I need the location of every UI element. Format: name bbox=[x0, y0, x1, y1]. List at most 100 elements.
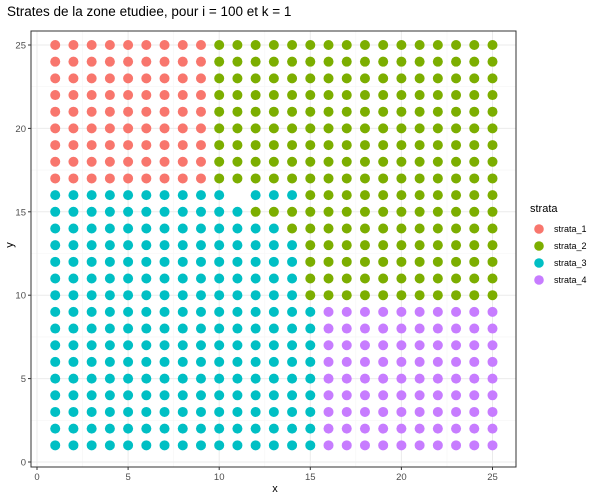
data-point bbox=[268, 423, 279, 434]
data-point bbox=[86, 73, 97, 84]
data-point bbox=[250, 206, 261, 217]
data-point bbox=[359, 73, 370, 84]
data-point bbox=[50, 40, 61, 50]
data-point bbox=[487, 223, 498, 234]
data-point bbox=[341, 290, 352, 301]
data-point bbox=[86, 423, 97, 434]
data-point bbox=[396, 306, 407, 317]
data-point bbox=[432, 356, 443, 367]
data-point bbox=[432, 273, 443, 284]
data-point bbox=[287, 390, 298, 401]
data-point bbox=[359, 306, 370, 317]
data-point bbox=[469, 340, 480, 351]
data-point bbox=[104, 406, 115, 417]
data-point bbox=[214, 156, 225, 167]
data-point bbox=[86, 273, 97, 284]
data-point bbox=[159, 223, 170, 234]
data-point bbox=[195, 106, 206, 117]
data-point bbox=[159, 90, 170, 101]
data-point bbox=[141, 406, 152, 417]
data-point bbox=[432, 390, 443, 401]
data-point bbox=[50, 340, 61, 351]
data-point bbox=[232, 290, 243, 301]
data-point bbox=[214, 140, 225, 151]
data-point bbox=[469, 140, 480, 151]
data-point bbox=[195, 290, 206, 301]
data-point bbox=[469, 273, 480, 284]
legend-key-strata-2 bbox=[534, 241, 544, 251]
data-point bbox=[268, 290, 279, 301]
data-point bbox=[159, 123, 170, 134]
data-point bbox=[414, 56, 425, 67]
data-point bbox=[378, 223, 389, 234]
x-tick-label: 25 bbox=[487, 472, 498, 483]
data-point bbox=[378, 390, 389, 401]
data-point bbox=[305, 273, 316, 284]
data-point bbox=[341, 173, 352, 184]
data-point bbox=[250, 173, 261, 184]
data-point bbox=[432, 190, 443, 201]
data-point bbox=[141, 390, 152, 401]
data-point bbox=[487, 240, 498, 251]
data-point bbox=[414, 290, 425, 301]
data-point bbox=[68, 290, 79, 301]
data-point bbox=[123, 56, 134, 67]
data-point bbox=[68, 206, 79, 217]
data-point bbox=[195, 356, 206, 367]
data-point bbox=[68, 56, 79, 67]
data-point bbox=[469, 240, 480, 251]
data-point bbox=[123, 373, 134, 384]
data-point bbox=[268, 340, 279, 351]
data-point bbox=[414, 140, 425, 151]
data-points bbox=[50, 40, 498, 451]
data-point bbox=[451, 240, 462, 251]
data-point bbox=[378, 140, 389, 151]
data-point bbox=[141, 423, 152, 434]
data-point bbox=[305, 140, 316, 151]
series-strata-3 bbox=[50, 190, 316, 451]
data-point bbox=[451, 206, 462, 217]
data-point bbox=[487, 256, 498, 267]
data-point bbox=[359, 356, 370, 367]
data-point bbox=[305, 340, 316, 351]
data-point bbox=[396, 223, 407, 234]
data-point bbox=[268, 373, 279, 384]
legend-label-strata-3: strata_3 bbox=[554, 258, 587, 268]
data-point bbox=[305, 40, 316, 50]
data-point bbox=[68, 106, 79, 117]
data-point bbox=[123, 223, 134, 234]
data-point bbox=[159, 306, 170, 317]
data-point bbox=[432, 206, 443, 217]
data-point bbox=[195, 373, 206, 384]
data-point bbox=[68, 40, 79, 50]
data-point bbox=[141, 256, 152, 267]
data-point bbox=[159, 40, 170, 50]
data-point bbox=[50, 440, 61, 451]
data-point bbox=[414, 123, 425, 134]
data-point bbox=[250, 73, 261, 84]
data-point bbox=[378, 306, 389, 317]
data-point bbox=[68, 323, 79, 334]
data-point bbox=[378, 123, 389, 134]
data-point bbox=[469, 223, 480, 234]
data-point bbox=[359, 256, 370, 267]
data-point bbox=[141, 90, 152, 101]
data-point bbox=[123, 123, 134, 134]
data-point bbox=[469, 390, 480, 401]
data-point bbox=[214, 306, 225, 317]
data-point bbox=[232, 406, 243, 417]
data-point bbox=[159, 106, 170, 117]
data-point bbox=[305, 173, 316, 184]
data-point bbox=[104, 440, 115, 451]
data-point bbox=[214, 406, 225, 417]
data-point bbox=[86, 156, 97, 167]
data-point bbox=[232, 223, 243, 234]
data-point bbox=[159, 340, 170, 351]
data-point bbox=[469, 73, 480, 84]
data-point bbox=[268, 223, 279, 234]
data-point bbox=[487, 56, 498, 67]
data-point bbox=[68, 256, 79, 267]
data-point bbox=[359, 190, 370, 201]
data-point bbox=[414, 40, 425, 50]
data-point bbox=[323, 290, 334, 301]
